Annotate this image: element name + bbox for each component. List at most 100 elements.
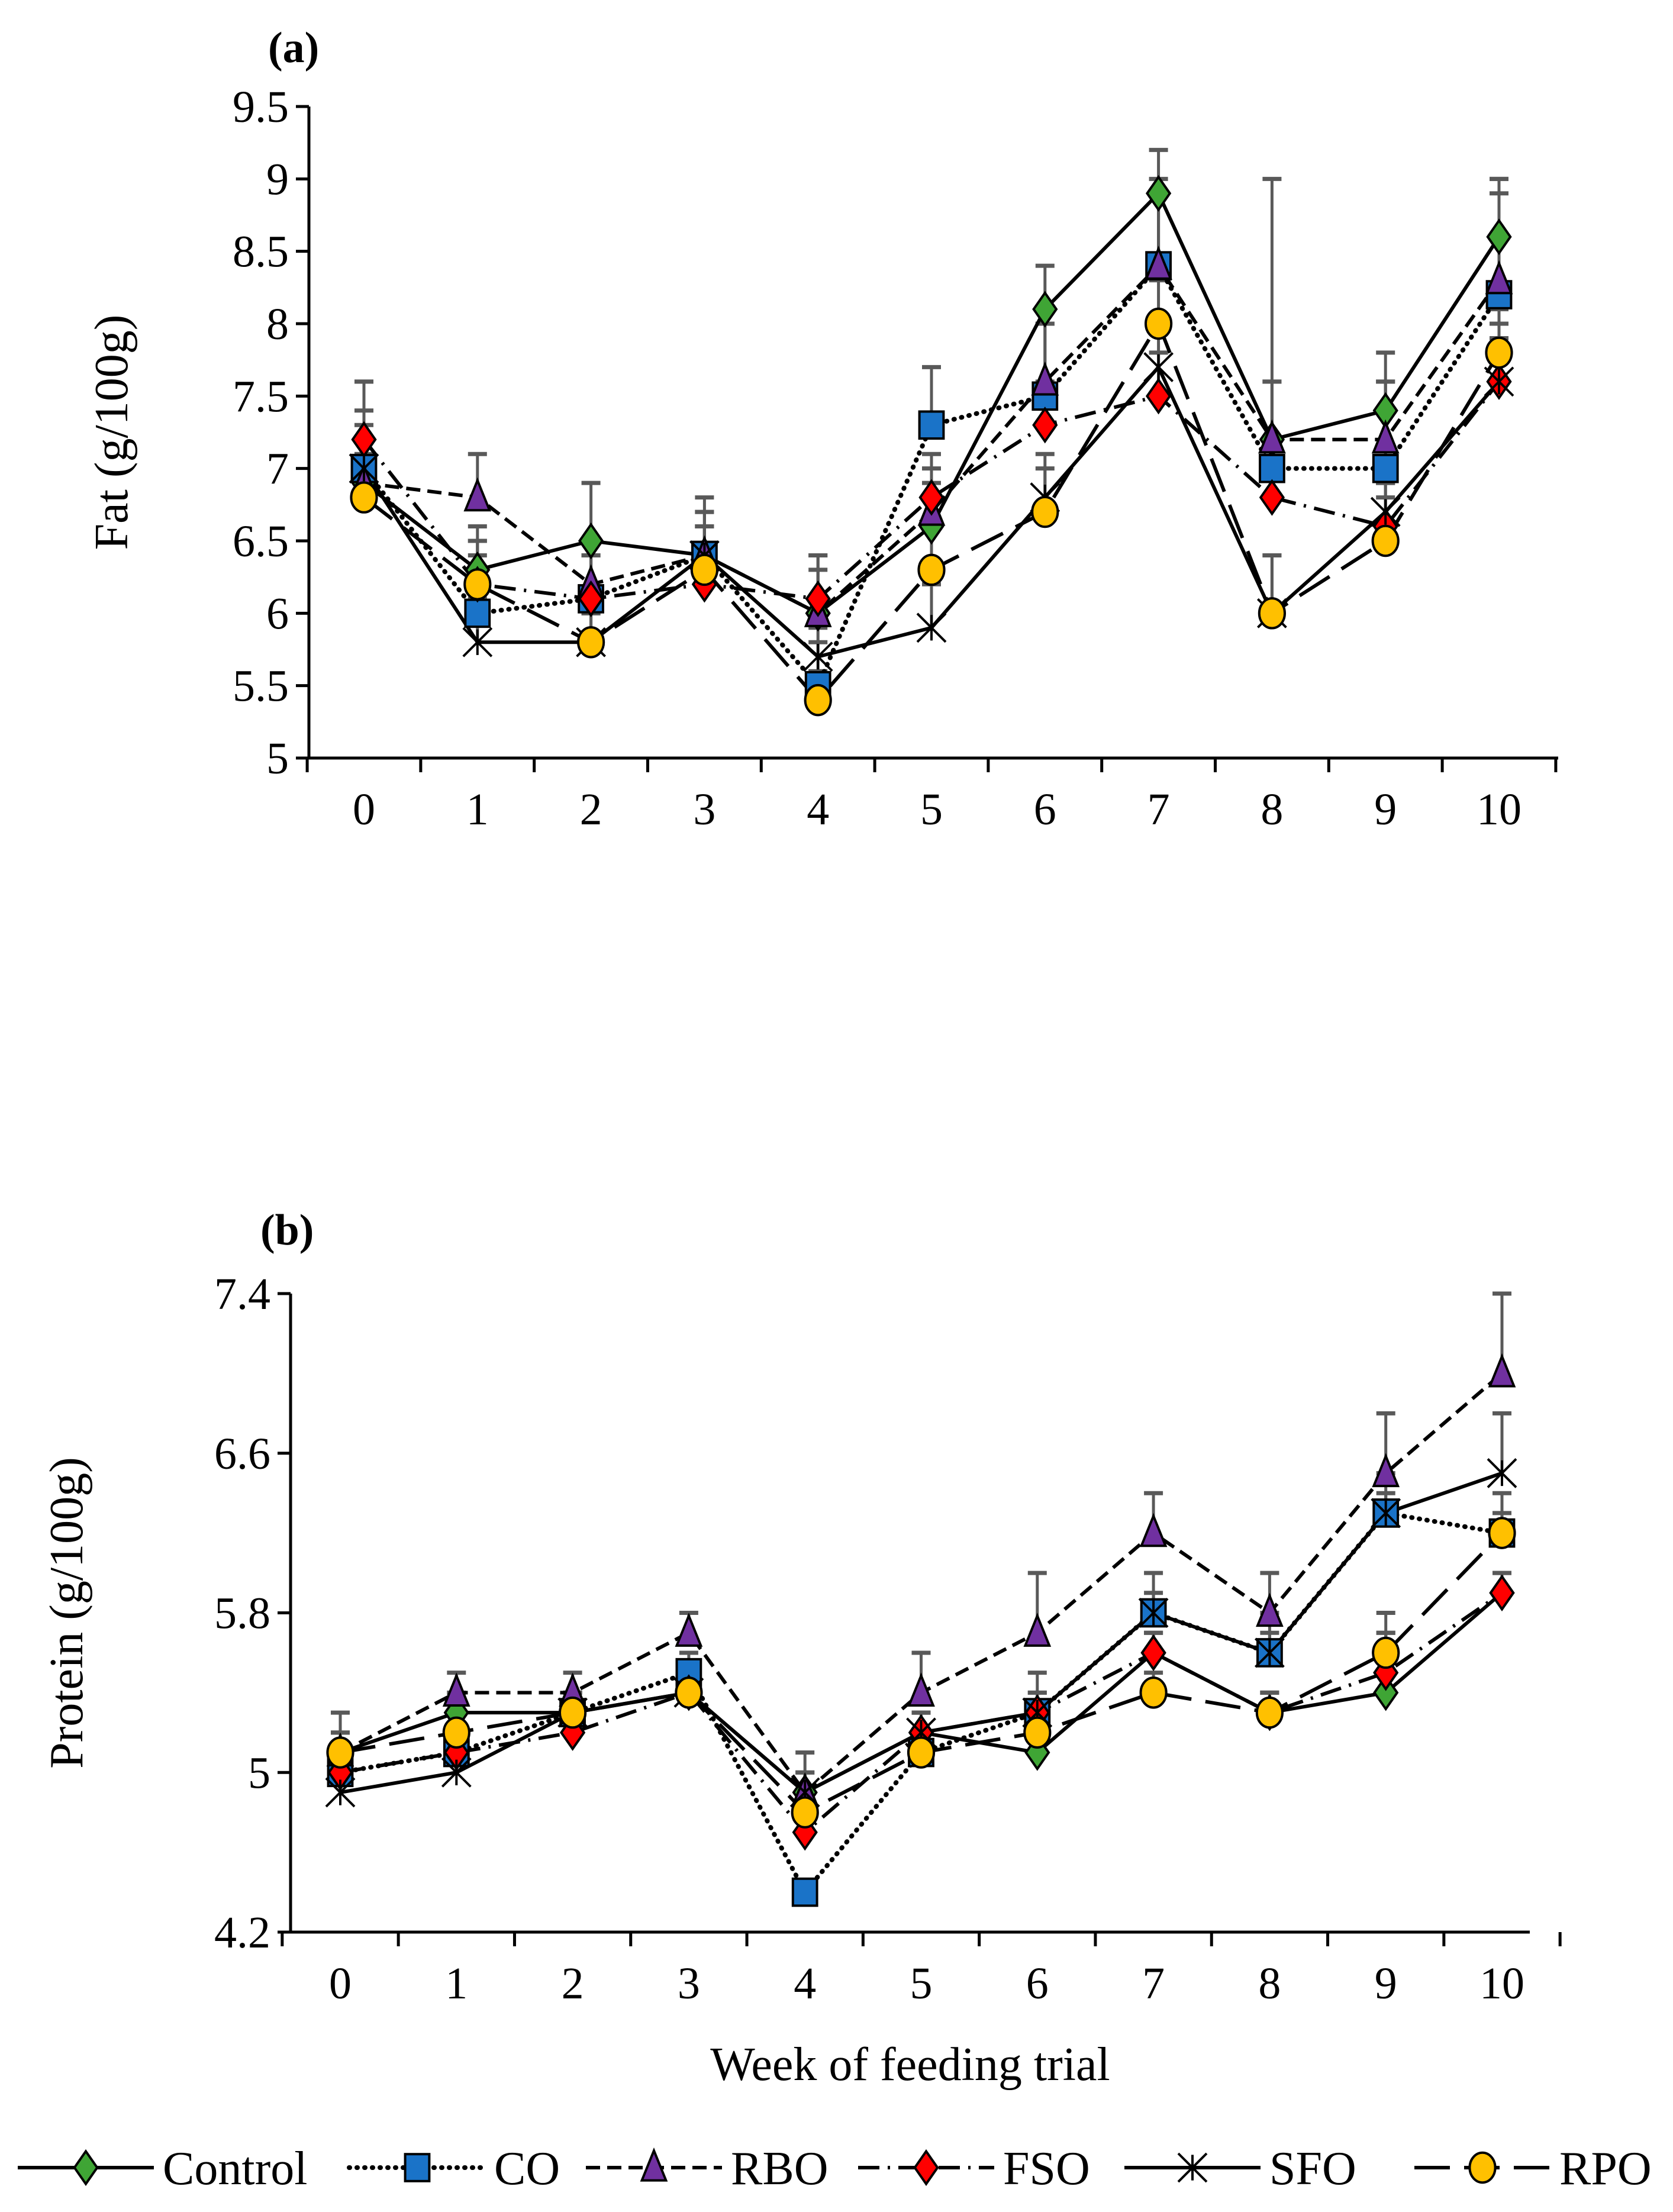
series-markers-rpo	[350, 307, 1513, 717]
legend-item-rpo: RPO	[1414, 2143, 1652, 2195]
y-tick-label: 8	[266, 299, 289, 349]
legend-label: FSO	[1003, 2143, 1090, 2195]
data-point	[1023, 1613, 1052, 1647]
data-point	[675, 1676, 703, 1709]
x-tick-label: 2	[580, 785, 602, 834]
data-point	[1255, 1696, 1284, 1729]
y-axis-label: Fat (g/100g)	[86, 315, 138, 550]
data-point	[690, 553, 719, 586]
x-tick-label: 4	[794, 1959, 816, 2008]
y-axis-label: Protein (g/100g)	[41, 1457, 93, 1769]
series-markers-rpo	[326, 1517, 1516, 1829]
data-point	[1139, 1513, 1168, 1547]
y-tick-label: 9	[266, 154, 289, 204]
legend-label: SFO	[1269, 2143, 1356, 2195]
x-tick-label: 1	[445, 1959, 468, 2008]
legend-item-control: Control	[18, 2143, 307, 2195]
data-point	[918, 410, 945, 440]
panel-label: (b)	[260, 1206, 314, 1255]
data-point	[1032, 407, 1058, 444]
legend-item-fso: FSO	[858, 2143, 1090, 2195]
x-tick-label: 1	[466, 785, 489, 834]
data-point	[1489, 1574, 1515, 1611]
legend-item-co: CO	[347, 2143, 560, 2195]
data-point	[1372, 1453, 1400, 1488]
data-point	[463, 477, 492, 512]
data-point	[578, 522, 604, 560]
y-tick-label: 6.5	[233, 517, 289, 566]
x-tick-label: 3	[693, 785, 715, 834]
y-tick-label: 6	[266, 589, 289, 639]
y-tick-label: 6.6	[214, 1429, 270, 1479]
data-point	[1031, 361, 1059, 396]
data-point	[1145, 175, 1172, 212]
x-tick-label: 7	[1142, 1959, 1165, 2008]
data-point	[1370, 496, 1401, 527]
x-tick-label: 0	[353, 785, 375, 834]
data-point	[791, 1877, 818, 1907]
data-point	[1371, 419, 1400, 454]
legend-label: RPO	[1559, 2143, 1652, 2195]
x-tick-label: 10	[1477, 785, 1522, 834]
data-point	[1143, 352, 1174, 382]
y-tick-label: 5	[266, 734, 289, 783]
chart-panel-b: 4.2 5 5.8 6.6 7.4 0 1 2 3 4 5 6 7 8 9 10 (b) Protein (g/1…	[41, 1206, 1562, 2091]
x-tick-label: 9	[1374, 785, 1397, 834]
legend-marker	[1177, 2152, 1208, 2183]
data-point	[1256, 1592, 1284, 1627]
x-tick-label: 6	[1026, 1959, 1049, 2008]
data-point	[791, 1796, 819, 1829]
data-point	[1486, 218, 1512, 256]
data-point	[464, 598, 491, 628]
x-tick-label: 3	[678, 1959, 700, 2008]
data-point	[1139, 1676, 1168, 1709]
y-tick-label: 4.2	[214, 1908, 270, 1958]
x-tick-label: 4	[807, 785, 829, 834]
legend-label: Control	[163, 2143, 307, 2195]
data-point	[1373, 1674, 1399, 1711]
data-point	[577, 626, 605, 659]
x-tick-label: 10	[1479, 1959, 1524, 2008]
data-point	[1488, 1353, 1516, 1388]
data-point	[441, 1757, 472, 1788]
data-point	[462, 627, 493, 657]
data-point	[805, 580, 831, 617]
y-tick-label: 7.4	[214, 1269, 270, 1319]
x-tick-label: 9	[1375, 1959, 1397, 2008]
x-axis-label: Week of feeding trial	[710, 2039, 1110, 2091]
y-tick-label: 5	[248, 1748, 270, 1798]
x-tick-label: 2	[562, 1959, 584, 2008]
data-point	[1258, 419, 1286, 454]
data-point	[1145, 378, 1172, 415]
y-tick-label: 9.5	[233, 82, 289, 132]
data-point	[907, 1672, 935, 1707]
data-point	[1372, 1636, 1400, 1669]
data-point	[907, 1736, 936, 1769]
y-tick-label: 7.5	[233, 372, 289, 421]
data-point	[1485, 260, 1513, 295]
data-point	[1254, 1637, 1285, 1668]
data-point	[442, 1716, 470, 1749]
y-tick-label: 5.5	[233, 662, 289, 711]
data-point	[1032, 291, 1058, 328]
data-point	[802, 641, 833, 672]
data-point	[1371, 524, 1400, 557]
data-point	[559, 1696, 587, 1729]
data-point	[1023, 1716, 1052, 1749]
data-point	[916, 612, 947, 643]
x-tick-label: 5	[910, 1959, 933, 2008]
data-point	[1484, 366, 1514, 397]
data-point	[1258, 597, 1286, 630]
data-point	[1487, 1458, 1517, 1488]
legend: Control CO RBO FSO SFO RPO	[18, 2143, 1652, 2195]
y-tick-label: 7	[266, 444, 289, 494]
legend-item-rbo: RBO	[586, 2143, 829, 2195]
x-tick-label: 7	[1147, 785, 1170, 834]
series-line-fso	[362, 381, 1501, 601]
y-tick-label: 5.8	[214, 1589, 270, 1639]
x-tick-label: 8	[1261, 785, 1283, 834]
legend-label: RBO	[731, 2143, 829, 2195]
chart-panel-a: 5 5.5 6 6.5 7 7.5 8 8.5 9 9.5 0 1 2 3 4 5 6 7 8 9 10 (a) Fat (…	[86, 24, 1558, 834]
data-point	[1259, 453, 1285, 483]
data-point	[1145, 307, 1173, 340]
